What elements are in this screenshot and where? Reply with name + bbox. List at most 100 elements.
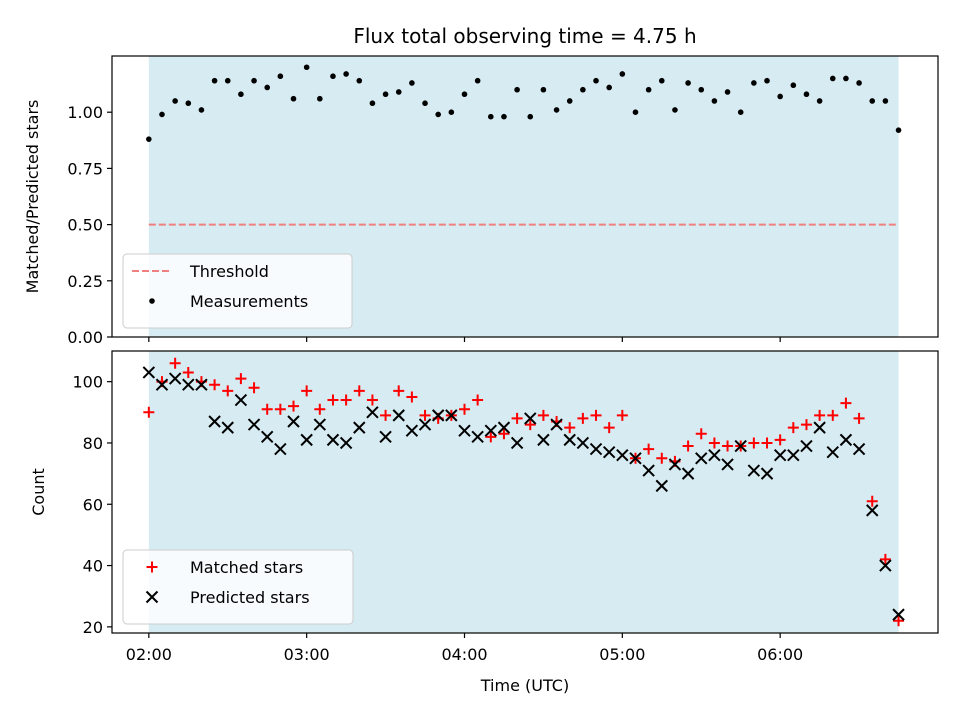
data-point	[471, 430, 484, 444]
data-point	[698, 86, 705, 93]
data-point	[866, 504, 879, 517]
data-point	[248, 382, 260, 394]
data-point	[566, 98, 573, 104]
data-point	[813, 421, 826, 434]
y-tick-label: 0.25	[67, 272, 103, 291]
data-point	[879, 559, 892, 572]
data-point	[593, 77, 599, 84]
data-point	[247, 418, 261, 431]
data-point	[589, 442, 603, 456]
chart-title: Flux total observing time = 4.75 h	[353, 24, 696, 48]
data-point	[527, 113, 534, 120]
data-point	[330, 73, 336, 80]
data-point	[235, 373, 247, 385]
data-point	[366, 394, 378, 406]
data-point	[580, 86, 586, 93]
data-point	[395, 89, 402, 95]
data-point	[695, 428, 707, 440]
data-point	[317, 95, 323, 102]
data-point	[658, 77, 665, 84]
data-point	[274, 442, 287, 456]
data-point	[577, 412, 589, 424]
data-point	[155, 378, 169, 391]
data-point	[826, 445, 839, 459]
data-point	[852, 442, 866, 456]
data-point	[379, 430, 392, 444]
data-point	[326, 433, 340, 447]
data-point	[340, 394, 352, 406]
y-tick-label: 40	[83, 557, 103, 576]
data-point	[737, 109, 744, 115]
data-point	[287, 415, 300, 428]
data-point	[685, 80, 691, 86]
legend-label: Measurements	[190, 292, 308, 311]
y-tick-label: 20	[83, 618, 103, 637]
legend-label: Threshold	[189, 262, 269, 281]
data-point	[892, 608, 905, 621]
data-point	[721, 458, 734, 471]
y-tick-label: 0.00	[67, 328, 103, 347]
data-point	[261, 403, 273, 415]
data-point	[787, 449, 800, 462]
data-point	[511, 412, 523, 424]
x-tick-label: 04:00	[441, 645, 487, 664]
data-point	[182, 366, 194, 378]
data-point	[711, 98, 718, 104]
data-point	[632, 109, 639, 115]
data-point	[382, 91, 389, 98]
legend-x-swatch	[145, 590, 159, 604]
y-tick-label: 1.00	[67, 103, 103, 122]
data-point	[524, 412, 537, 425]
data-point	[221, 421, 234, 434]
data-point	[313, 418, 327, 431]
data-point	[301, 385, 313, 397]
data-point	[616, 449, 629, 462]
data-point	[392, 409, 405, 422]
data-point	[159, 111, 165, 118]
data-point	[553, 107, 560, 113]
data-point	[695, 452, 708, 465]
legend: Matched stars Predicted stars	[122, 549, 354, 625]
legend-plus-swatch	[146, 561, 158, 573]
data-point	[182, 378, 195, 391]
y-tick-label: 100	[72, 373, 103, 392]
data-point	[274, 403, 286, 415]
y-axis-label: Count	[29, 468, 48, 516]
data-point	[734, 439, 747, 453]
data-point	[787, 422, 799, 434]
data-point	[879, 553, 891, 565]
data-point	[488, 113, 494, 120]
data-point	[405, 424, 419, 437]
top-panel: 0.00 0.25 0.50 0.75 1.00 Flux total observing…	[23, 24, 939, 347]
data-point	[843, 75, 849, 82]
data-point	[619, 71, 626, 77]
data-point	[537, 409, 549, 421]
data-point	[356, 77, 363, 84]
data-point	[169, 357, 181, 369]
y-tick-label: 0.50	[67, 216, 103, 235]
data-point	[803, 91, 810, 98]
data-point	[708, 437, 720, 449]
data-point	[642, 464, 655, 477]
data-point	[840, 397, 852, 409]
data-point	[829, 75, 836, 82]
data-point	[224, 77, 231, 84]
data-point	[142, 366, 156, 379]
data-point	[800, 419, 812, 431]
data-point	[893, 615, 905, 627]
data-point	[682, 440, 694, 452]
data-point	[777, 93, 783, 100]
data-point	[656, 452, 668, 464]
data-point	[602, 445, 616, 459]
data-point	[722, 440, 734, 452]
data-point	[146, 136, 152, 142]
data-point	[672, 107, 678, 113]
data-point	[208, 415, 221, 428]
data-point	[800, 439, 813, 453]
data-point	[419, 409, 431, 421]
y-tick-label: 80	[83, 434, 103, 453]
data-point	[393, 385, 405, 397]
data-point	[629, 452, 642, 465]
data-point	[751, 80, 757, 86]
legend-box	[122, 253, 353, 329]
